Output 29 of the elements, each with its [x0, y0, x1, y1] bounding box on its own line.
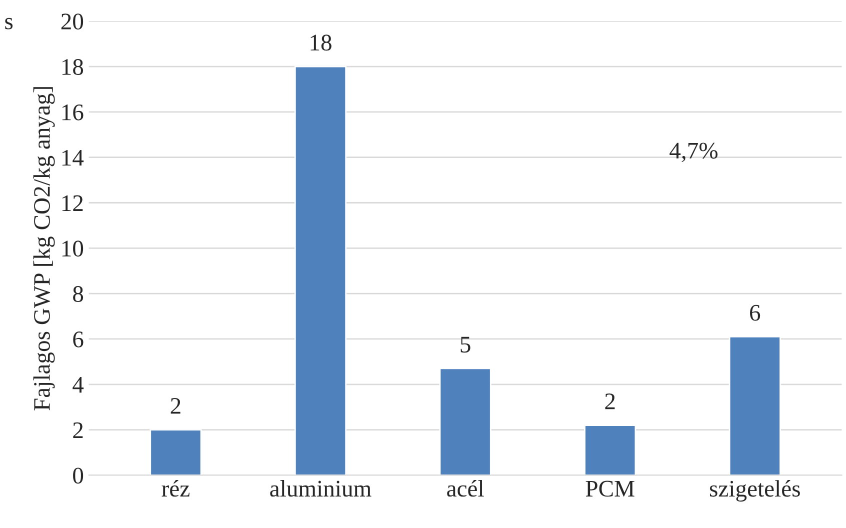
data-label: 2 — [170, 398, 180, 414]
y-axis-title: Fajlagos GWP [kg CO2/kg anyag] — [33, 87, 55, 410]
data-label: 2 — [605, 393, 615, 410]
y-tick-label: 10 — [62, 240, 84, 257]
x-tick-label: szigetelés — [710, 480, 800, 502]
data-label: 6 — [750, 304, 760, 321]
x-tick-label: réz — [162, 480, 190, 497]
annotation: 4,7% — [670, 142, 718, 162]
bar — [294, 66, 347, 476]
y-tick-label: 0 — [73, 468, 84, 484]
bar — [439, 368, 492, 476]
y-tick-label: 12 — [62, 195, 83, 211]
y-tick-label: 20 — [61, 14, 84, 30]
y-tick-label: 4 — [72, 377, 84, 393]
bar — [584, 424, 636, 476]
x-tick-label: aluminium — [270, 480, 372, 497]
x-tick-label: PCM — [586, 480, 634, 497]
bar — [728, 336, 781, 476]
bar — [150, 429, 202, 476]
y-tick-label: 6 — [73, 332, 84, 348]
y-tick-label: 16 — [62, 104, 84, 120]
data-label: 5 — [460, 336, 470, 353]
y-tick-label: 8 — [73, 286, 84, 302]
y-tick-label: 14 — [62, 150, 84, 166]
y-tick-label: 18 — [62, 59, 84, 75]
x-tick-label: acél — [447, 480, 484, 497]
text: s — [5, 18, 13, 30]
data-label: 18 — [310, 34, 332, 51]
y-tick-label: 2 — [73, 422, 83, 438]
